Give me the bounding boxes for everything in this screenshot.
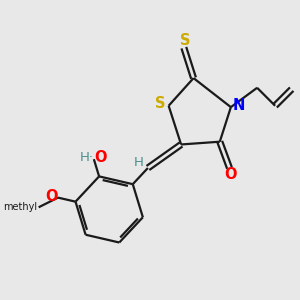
Text: methyl: methyl	[3, 202, 37, 212]
Text: H: H	[133, 156, 143, 169]
Text: N: N	[232, 98, 245, 113]
Text: O: O	[94, 150, 107, 165]
Text: O: O	[46, 189, 58, 204]
Text: S: S	[180, 33, 190, 48]
Text: H·: H·	[79, 151, 93, 164]
Text: S: S	[154, 96, 165, 111]
Text: O: O	[225, 167, 237, 182]
